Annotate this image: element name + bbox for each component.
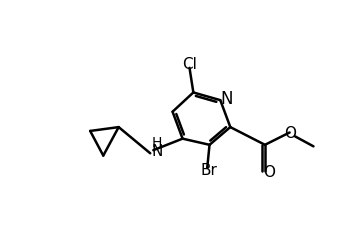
Text: N: N <box>220 90 233 108</box>
Text: N: N <box>151 144 163 159</box>
Text: Cl: Cl <box>182 57 197 72</box>
Text: Br: Br <box>200 163 217 178</box>
Text: O: O <box>263 165 275 180</box>
Text: O: O <box>285 126 296 141</box>
Text: H: H <box>152 136 162 150</box>
